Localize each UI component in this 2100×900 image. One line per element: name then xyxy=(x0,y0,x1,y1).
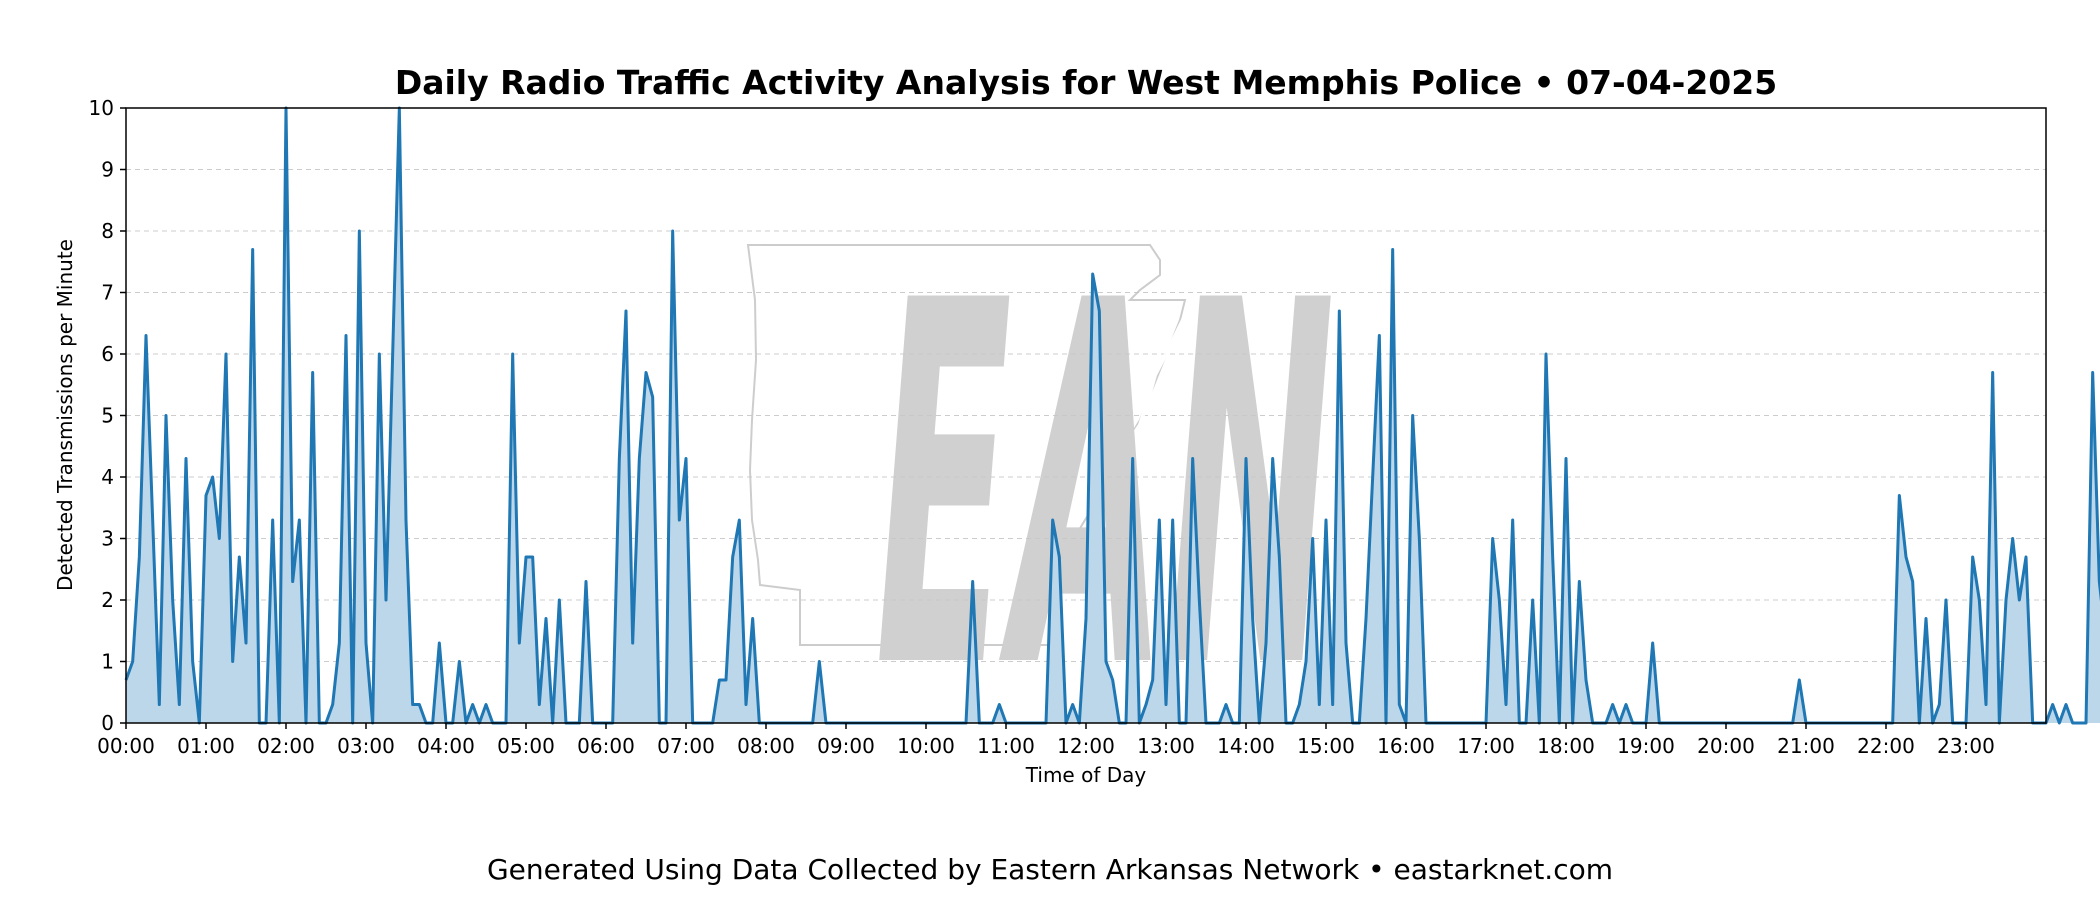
x-tick-label: 20:00 xyxy=(1697,734,1755,758)
x-tick-label: 06:00 xyxy=(577,734,635,758)
x-axis: 00:00 01:00 02:00 03:00 04:00 05:00 06:00 07:00… xyxy=(97,723,1995,758)
x-tick-label: 23:00 xyxy=(1937,734,1995,758)
y-tick-label: 3 xyxy=(101,527,114,551)
x-tick-label: 09:00 xyxy=(817,734,875,758)
y-tick-label: 1 xyxy=(101,650,114,674)
x-axis-label: Time of Day xyxy=(1025,763,1147,787)
arkansas-outline xyxy=(746,244,1187,646)
y-tick-label: 8 xyxy=(101,219,114,243)
x-tick-label: 12:00 xyxy=(1057,734,1115,758)
x-tick-label: 14:00 xyxy=(1217,734,1275,758)
y-tick-label: 10 xyxy=(89,96,114,120)
y-axis: 0 1 2 3 4 5 6 7 8 9 10 xyxy=(89,96,126,735)
mississippi-river-line xyxy=(1056,309,1190,641)
x-tick-label: 19:00 xyxy=(1617,734,1675,758)
x-tick-label: 08:00 xyxy=(737,734,795,758)
y-tick-label: 4 xyxy=(101,465,114,489)
x-tick-label: 04:00 xyxy=(417,734,475,758)
series-area xyxy=(126,108,2100,723)
x-tick-label: 07:00 xyxy=(657,734,715,758)
x-tick-label: 10:00 xyxy=(897,734,955,758)
footer-credit: Generated Using Data Collected by Easter… xyxy=(486,853,1613,886)
x-tick-label: 05:00 xyxy=(497,734,555,758)
chart-title: Daily Radio Traffic Activity Analysis fo… xyxy=(395,63,1777,102)
x-tick-label: 02:00 xyxy=(257,734,315,758)
x-tick-label: 00:00 xyxy=(97,734,155,758)
y-tick-label: 6 xyxy=(101,342,114,366)
y-tick-label: 7 xyxy=(101,281,114,305)
x-tick-label: 22:00 xyxy=(1857,734,1915,758)
x-tick-label: 11:00 xyxy=(977,734,1035,758)
y-tick-label: 0 xyxy=(101,711,114,735)
y-axis-label: Detected Transmissions per Minute xyxy=(53,239,77,591)
x-tick-label: 15:00 xyxy=(1297,734,1355,758)
y-tick-label: 2 xyxy=(101,588,114,612)
x-tick-label: 17:00 xyxy=(1457,734,1515,758)
x-tick-label: 03:00 xyxy=(337,734,395,758)
y-tick-label: 9 xyxy=(101,158,114,182)
x-tick-label: 13:00 xyxy=(1137,734,1195,758)
x-tick-label: 21:00 xyxy=(1777,734,1835,758)
x-tick-label: 16:00 xyxy=(1377,734,1435,758)
grid-lines xyxy=(126,169,2046,662)
x-tick-label: 18:00 xyxy=(1537,734,1595,758)
x-tick-label: 01:00 xyxy=(177,734,235,758)
y-tick-label: 5 xyxy=(101,404,114,428)
